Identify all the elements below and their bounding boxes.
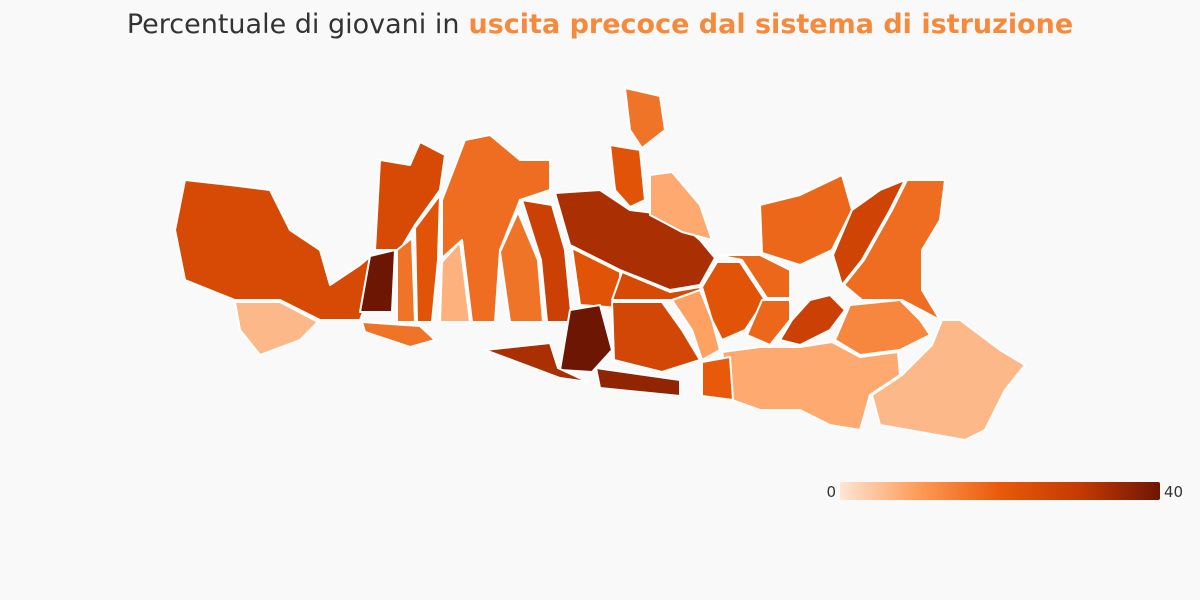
region [746,299,791,346]
region [871,319,1026,441]
region [832,179,906,286]
region [174,179,373,321]
region [671,289,721,361]
region [759,174,853,266]
region [779,294,846,346]
region [554,189,716,291]
region [484,342,589,383]
region [396,237,416,323]
region [414,194,441,323]
region [361,321,436,348]
colorbar-tick-label: 40 [1164,483,1183,501]
region [721,341,901,431]
region [834,299,931,356]
region [609,144,646,208]
title-highlight: uscita precoce dal sistema di istruzione [468,9,1073,40]
region [701,356,734,401]
colorbar [840,482,1160,500]
colorbar-tick-label: 0 [826,483,836,501]
region [439,241,471,323]
region [611,301,701,373]
region [843,179,946,321]
region [559,304,613,373]
region [624,87,666,149]
chart-title: Percentuale di giovani in uscita precoce … [127,9,1073,40]
title-text: Percentuale di giovani in [127,9,460,40]
region [649,171,713,241]
colorbar-ticks: 0 40 [826,483,1183,501]
region [359,249,396,313]
region [595,367,681,397]
region [441,134,551,323]
region [234,301,319,356]
region [716,254,791,299]
region [499,211,544,323]
regions [174,87,1026,441]
region [374,141,446,251]
